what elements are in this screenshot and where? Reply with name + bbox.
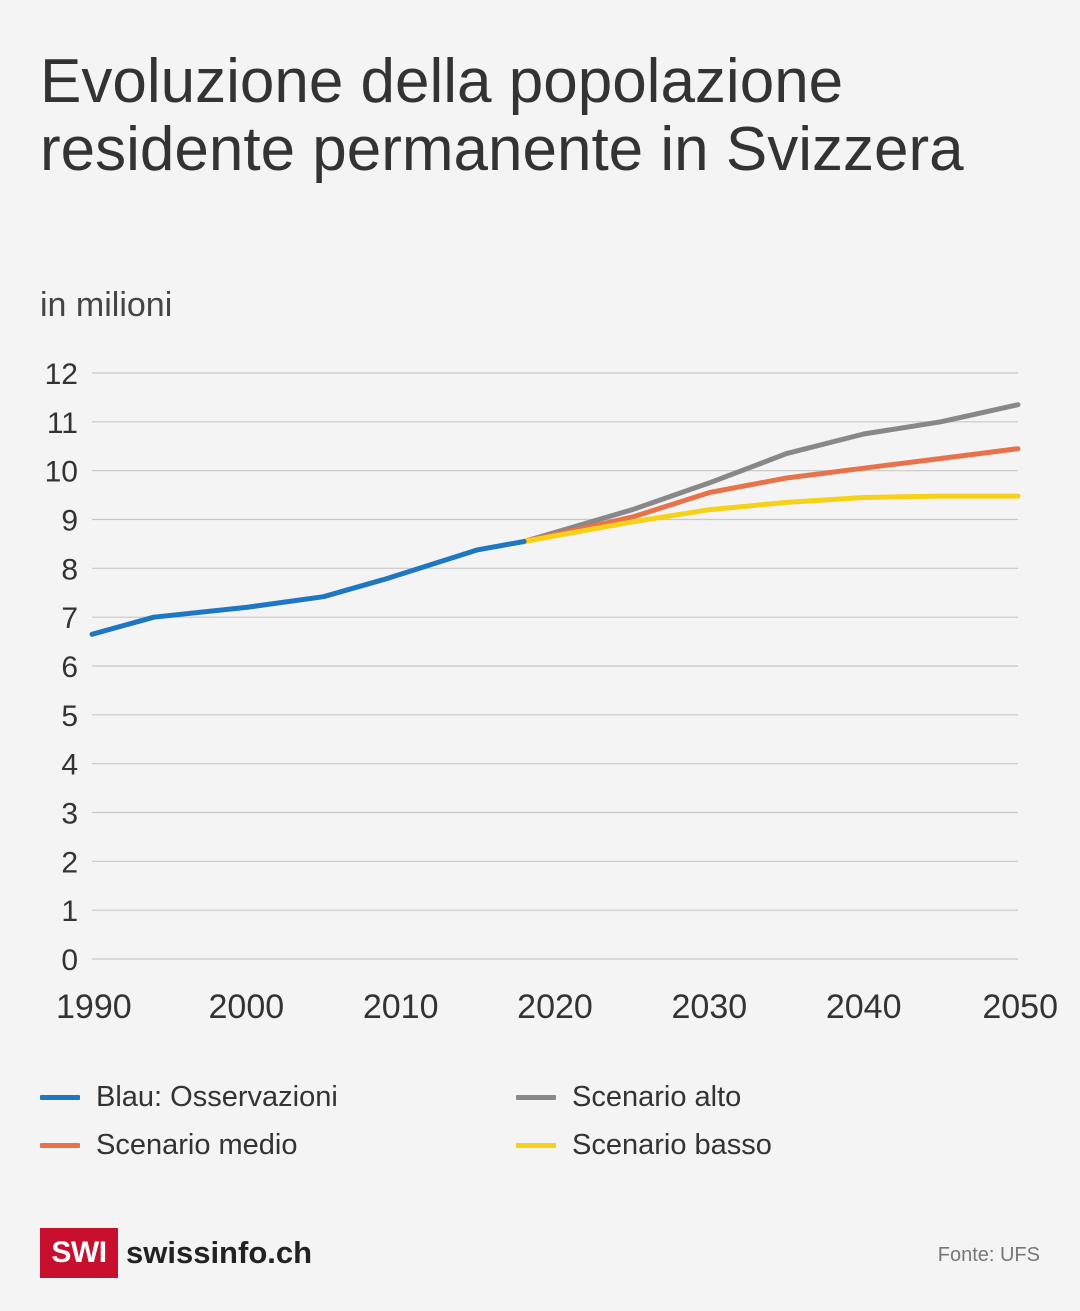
y-tick-label-5: 5 <box>61 700 78 733</box>
legend-item-observed: Blau: Osservazioni <box>40 1075 338 1119</box>
y-tick-label-2: 2 <box>61 846 78 879</box>
x-tick-label-1990: 1990 <box>56 988 132 1026</box>
y-tick-label-7: 7 <box>61 602 78 635</box>
legend-label-observed: Blau: Osservazioni <box>96 1080 338 1113</box>
chart-title: Evoluzione della popolazione residente p… <box>40 47 964 184</box>
legend-swatch-high <box>516 1094 556 1100</box>
chart-subtitle: in milioni <box>40 286 173 324</box>
y-tick-label-1: 1 <box>61 895 78 928</box>
grid-lines <box>92 372 1018 960</box>
legend-label-low: Scenario basso <box>572 1128 772 1161</box>
x-tick-label-2040: 2040 <box>826 988 902 1026</box>
legend-item-high: Scenario alto <box>516 1075 741 1119</box>
legend-item-medium: Scenario medio <box>40 1123 298 1167</box>
x-tick-label-2010: 2010 <box>363 988 439 1026</box>
y-tick-label-11: 11 <box>47 407 78 440</box>
series-line-observed <box>89 539 527 637</box>
source-note: Fonte: UFS <box>937 1244 1040 1266</box>
y-tick-label-6: 6 <box>61 651 78 684</box>
y-tick-label-12: 12 <box>45 358 78 391</box>
x-tick-label-2030: 2030 <box>672 988 748 1026</box>
series-line-medium <box>521 446 1021 544</box>
legend-swatch-observed <box>40 1094 80 1100</box>
legend-item-low: Scenario basso <box>516 1123 772 1167</box>
legend-label-high: Scenario alto <box>572 1080 742 1113</box>
series-lines <box>89 402 1021 637</box>
swissinfo-logo[interactable]: SWI swissinfo.ch <box>40 1228 312 1278</box>
series-line-high <box>521 402 1021 544</box>
legend-label-medium: Scenario medio <box>96 1128 298 1161</box>
x-tick-label-2050: 2050 <box>982 988 1058 1026</box>
x-tick-label-2020: 2020 <box>517 988 593 1026</box>
site-name: swissinfo.ch <box>126 1235 313 1270</box>
y-tick-label-9: 9 <box>61 505 78 538</box>
x-axis-ticks: 1990 2000 2010 2020 2030 2040 2050 <box>56 988 1058 1026</box>
series-line-low <box>521 493 1021 544</box>
legend: Blau: Osservazioni Scenario alto Scenari… <box>40 1075 1040 1175</box>
legend-swatch-medium <box>40 1142 80 1148</box>
y-tick-label-3: 3 <box>61 798 78 831</box>
x-tick-label-2000: 2000 <box>209 988 285 1026</box>
y-tick-label-10: 10 <box>45 456 78 489</box>
y-tick-label-8: 8 <box>61 553 78 586</box>
y-tick-label-0: 0 <box>61 944 78 977</box>
swi-logo-mark: SWI <box>40 1228 118 1278</box>
legend-swatch-low <box>516 1142 556 1148</box>
y-tick-label-4: 4 <box>61 749 78 782</box>
